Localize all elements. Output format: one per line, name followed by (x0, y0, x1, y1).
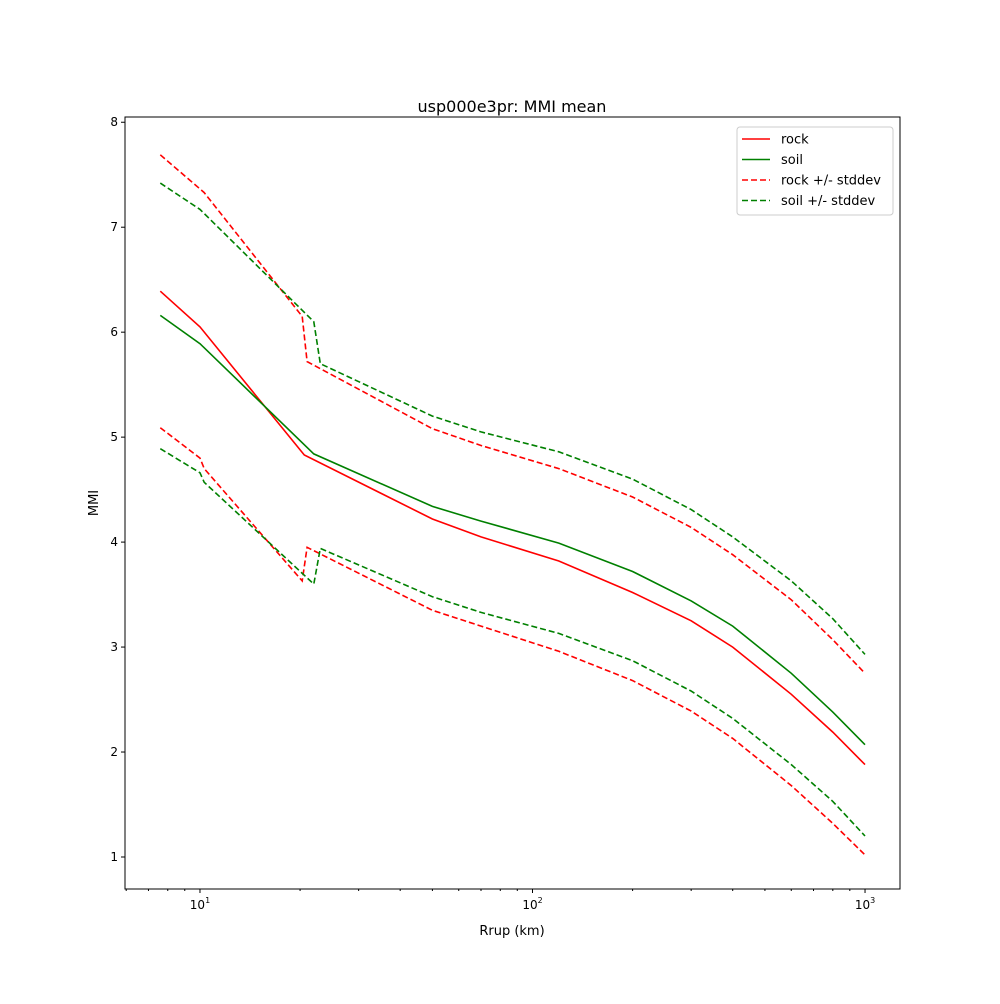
y-tick-label: 2 (110, 745, 118, 759)
y-tick-label: 1 (110, 850, 118, 864)
x-tick-label: 103 (855, 896, 875, 912)
legend-label: soil +/- stddev (781, 194, 876, 209)
series-line-5 (159, 448, 866, 837)
legend-box (736, 126, 894, 216)
legend-label: rock +/- stddev (781, 174, 881, 189)
y-tick-label: 4 (110, 535, 118, 549)
y-tick-label: 3 (110, 640, 118, 654)
y-tick-label: 5 (110, 430, 118, 444)
series-line-3 (159, 427, 866, 856)
x-tick-label: 102 (522, 896, 542, 912)
series-line-0 (159, 290, 866, 766)
legend-label: rock (781, 133, 809, 148)
axes-frame (124, 116, 901, 890)
y-axis-label: MMI (87, 490, 102, 516)
y-tick-label: 8 (110, 115, 118, 129)
x-axis-label: Rrup (km) (479, 924, 544, 939)
y-tick-label: 7 (110, 220, 118, 234)
series-line-2 (159, 154, 866, 674)
legend-label: soil (781, 153, 803, 168)
chart-title: usp000e3pr: MMI mean (418, 97, 607, 116)
series-line-4 (159, 182, 866, 655)
series-line-1 (159, 314, 866, 746)
y-tick-label: 6 (110, 325, 118, 339)
x-tick-label: 101 (190, 896, 210, 912)
